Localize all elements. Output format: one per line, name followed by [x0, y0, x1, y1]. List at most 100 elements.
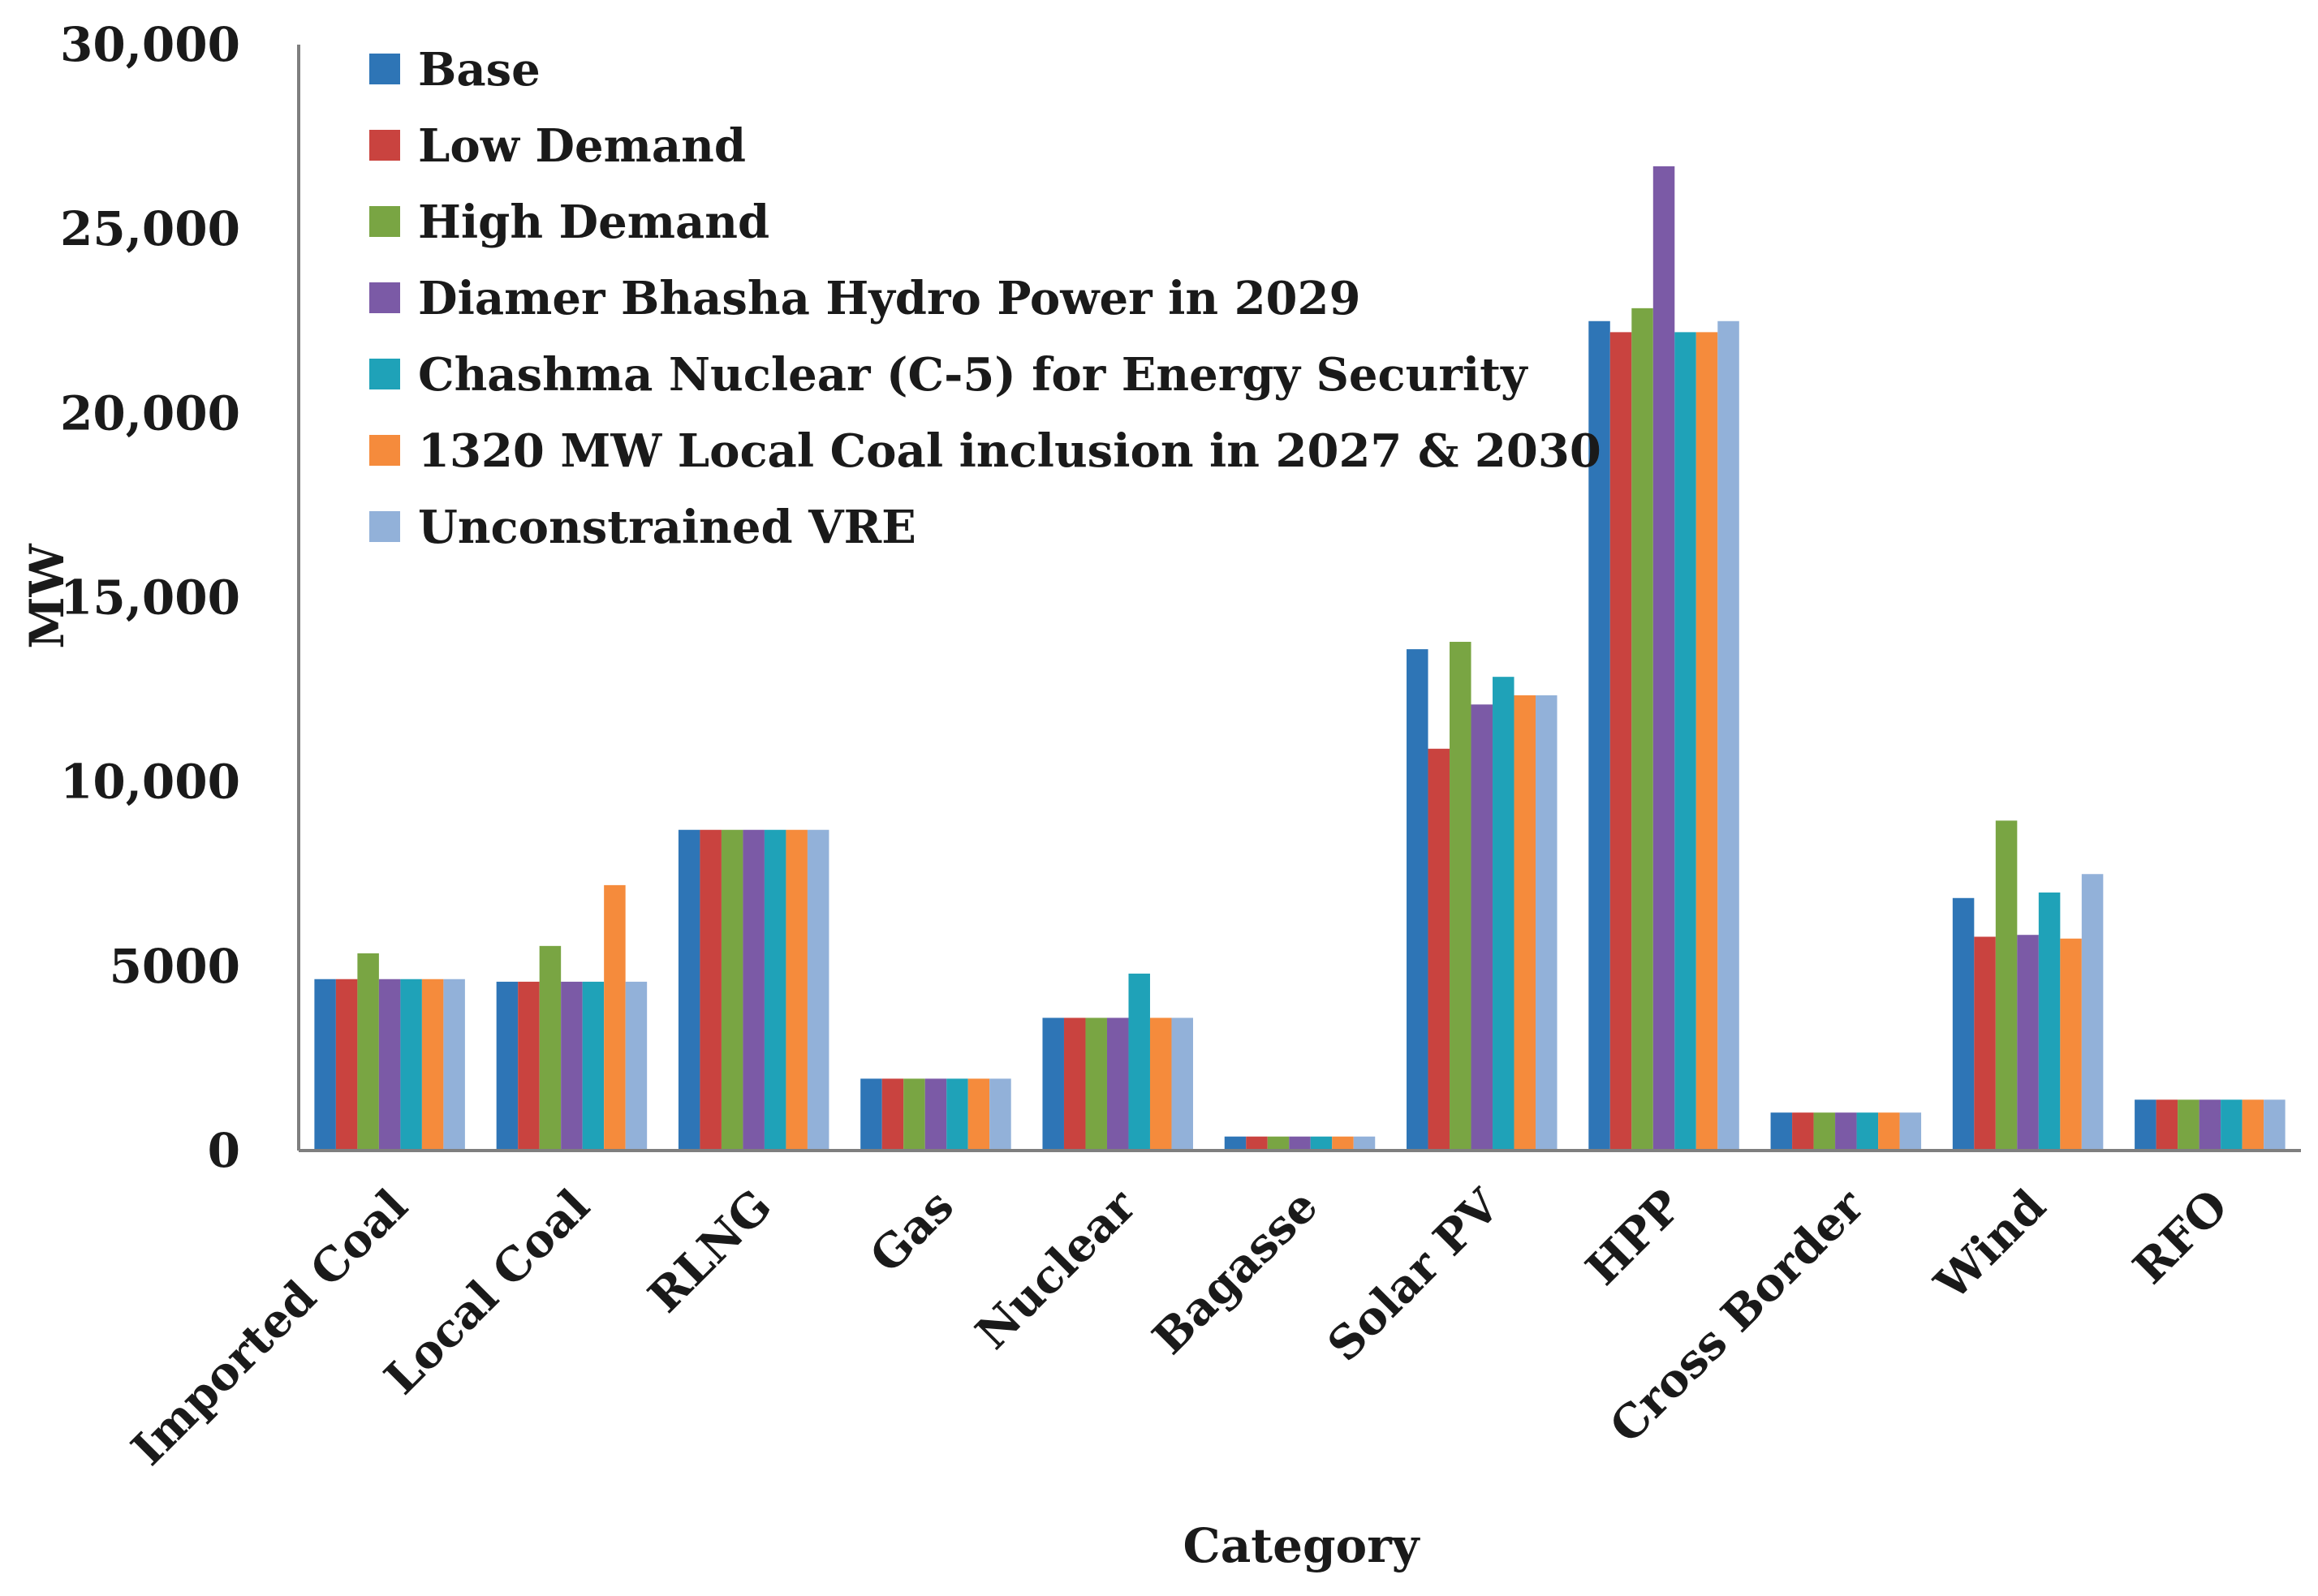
- bar: [1652, 166, 1675, 1151]
- bar: [1450, 642, 1471, 1151]
- bar: [1224, 1136, 1247, 1151]
- bar: [1770, 1112, 1793, 1151]
- legend-label: Low Demand: [418, 119, 746, 173]
- bar: [924, 1078, 947, 1151]
- bar: [1588, 320, 1610, 1151]
- legend-item: Diamer Bhasha Hydro Power in 2029: [369, 272, 1360, 325]
- legend: Base Low Demand High Demand Diamer Bhasha H…: [369, 43, 1601, 554]
- bar: [518, 981, 540, 1151]
- legend-item: Unconstrained VRE: [369, 501, 916, 554]
- bar: [357, 953, 379, 1151]
- legend-label: Base: [418, 43, 541, 97]
- bar: [1878, 1112, 1900, 1151]
- bar: [2060, 938, 2082, 1151]
- y-tick-label: 5000: [110, 939, 240, 994]
- bar: [604, 884, 626, 1151]
- bar: [1856, 1112, 1879, 1151]
- bar: [2135, 1099, 2156, 1151]
- bar: [443, 979, 465, 1151]
- bar: [678, 829, 700, 1151]
- x-tick-label: Wind: [1924, 1179, 2057, 1311]
- bar: [1171, 1017, 1193, 1151]
- bar: [881, 1078, 904, 1151]
- bar: [582, 981, 605, 1151]
- bar-group: [1770, 1112, 1922, 1151]
- bar: [1514, 695, 1536, 1151]
- bar: [400, 979, 422, 1151]
- x-tick-label: Bagasse: [1142, 1179, 1328, 1365]
- bar: [1063, 1017, 1086, 1151]
- bar: [1289, 1136, 1311, 1151]
- bar: [2081, 874, 2104, 1151]
- legend-item: High Demand: [369, 196, 769, 249]
- bar: [1407, 649, 1428, 1151]
- bar: [2199, 1099, 2221, 1151]
- bar: [967, 1078, 990, 1151]
- bar: [539, 945, 562, 1151]
- bar: [1995, 820, 2018, 1151]
- x-tick-label: Nuclear: [966, 1178, 1148, 1360]
- bar: [1792, 1112, 1814, 1151]
- bar: [335, 979, 358, 1151]
- bar: [1085, 1017, 1107, 1151]
- bar: [561, 981, 583, 1151]
- bar: [1609, 332, 1632, 1151]
- bar: [2242, 1099, 2264, 1151]
- bar: [1149, 1017, 1172, 1151]
- bar: [1493, 677, 1514, 1151]
- x-tick-label: Imported Coal: [121, 1179, 418, 1476]
- bar: [1813, 1112, 1836, 1151]
- bar: [1471, 704, 1493, 1151]
- legend-label: Unconstrained VRE: [418, 501, 916, 554]
- legend-label: Diamer Bhasha Hydro Power in 2029: [418, 272, 1360, 325]
- bar: [1353, 1136, 1376, 1151]
- bar: [1106, 1017, 1129, 1151]
- bar: [1952, 897, 1975, 1151]
- bar: [989, 1078, 1011, 1151]
- bar: [1899, 1112, 1922, 1151]
- x-tick-label: HPP: [1575, 1179, 1692, 1296]
- bar: [1246, 1136, 1268, 1151]
- legend-swatch: [369, 54, 400, 84]
- y-tick-label: 15,000: [60, 570, 240, 626]
- y-tick-label: 25,000: [60, 201, 240, 256]
- legend-label: Chashma Nuclear (C-5) for Energy Securit…: [418, 348, 1528, 402]
- bar: [1695, 332, 1718, 1151]
- y-tick-label: 30,000: [60, 17, 240, 72]
- bar-group: [2135, 1099, 2286, 1151]
- x-tick-label: RLNG: [638, 1179, 782, 1323]
- bar: [2156, 1099, 2178, 1151]
- legend-swatch: [369, 359, 400, 389]
- bar: [1310, 1136, 1333, 1151]
- bar: [421, 979, 444, 1151]
- bar: [1835, 1112, 1857, 1151]
- bar-group: [1952, 820, 2104, 1151]
- bar: [1536, 695, 1558, 1151]
- bar: [721, 829, 743, 1151]
- bar-group: [860, 1078, 1011, 1151]
- bar: [378, 979, 401, 1151]
- legend-swatch: [369, 206, 400, 237]
- x-tick-label: Solar PV: [1317, 1178, 1511, 1372]
- bar: [1974, 936, 1996, 1151]
- bar-group: [1407, 642, 1558, 1151]
- bar: [496, 981, 519, 1151]
- bar: [2221, 1099, 2243, 1151]
- bar: [625, 981, 648, 1151]
- bar-group: [1588, 166, 1739, 1151]
- bar: [1631, 308, 1653, 1151]
- bar-group: [496, 884, 648, 1151]
- legend-item: Chashma Nuclear (C-5) for Energy Securit…: [369, 348, 1528, 402]
- bar: [1332, 1136, 1354, 1151]
- bar: [764, 829, 786, 1151]
- legend-swatch: [369, 511, 400, 542]
- y-tick-label: 20,000: [60, 385, 240, 441]
- bar: [946, 1078, 968, 1151]
- x-tick-label: RFO: [2123, 1179, 2238, 1294]
- legend-item: Base: [369, 43, 541, 97]
- legend-swatch: [369, 282, 400, 313]
- bar-group: [1224, 1136, 1376, 1151]
- bar: [860, 1078, 882, 1151]
